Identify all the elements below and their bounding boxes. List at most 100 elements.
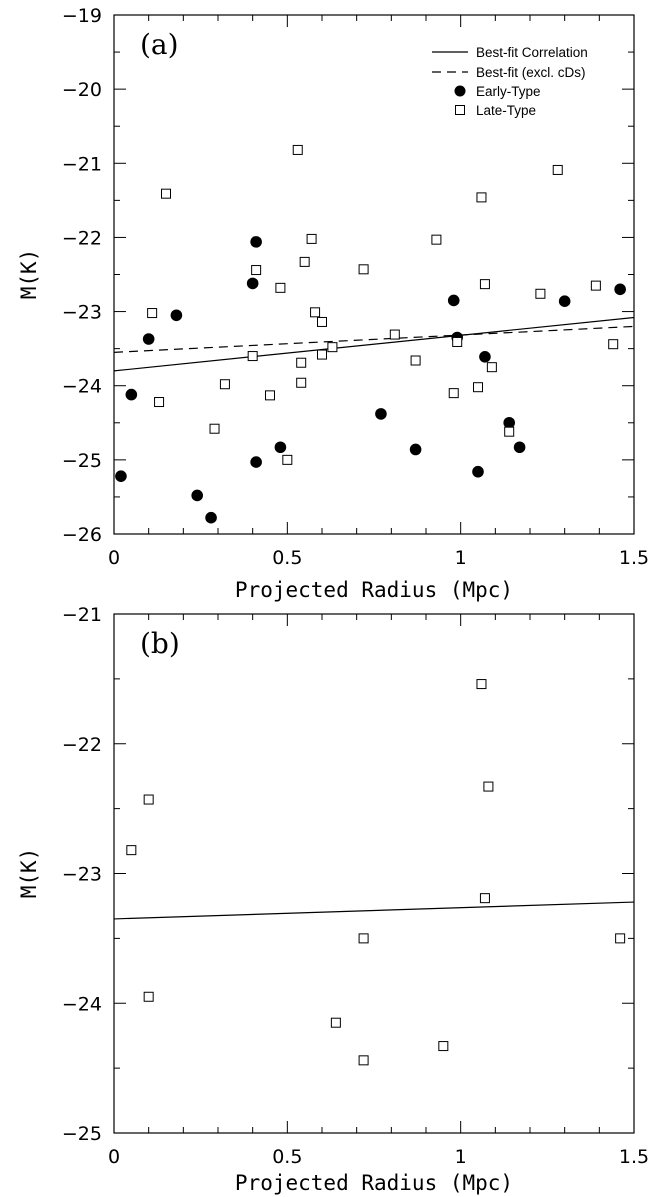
legend-entry-early-type: Early-Type <box>476 84 541 99</box>
panel-a-y-tick-labels: −19 −20 −21 −22 −23 −24 −25 −26 <box>62 5 102 546</box>
panel-a-label: (a) <box>140 28 179 61</box>
panel-b-y-axis-title: M(K) <box>17 848 41 899</box>
late-type-point <box>296 377 307 388</box>
early-type-point <box>479 350 491 363</box>
late-type-point <box>161 188 171 199</box>
panel-a-x-tick-label: 1 <box>455 547 467 569</box>
panel-a-ticks <box>113 14 635 535</box>
panel-b-frame <box>113 613 635 1134</box>
panel-b-ticks <box>113 613 635 1134</box>
panel-b-x-tick-labels: 0 0.5 1 1.5 <box>108 1146 649 1168</box>
panel-b-y-tick-label: −23 <box>62 864 102 886</box>
late-type-point <box>358 1055 369 1066</box>
panel-b-y-tick-labels: −21 −22 −23 −24 −25 <box>62 604 102 1145</box>
panel-b-x-tick-label: 0 <box>108 1146 120 1168</box>
late-type-point <box>292 144 303 155</box>
late-type-point <box>126 845 137 856</box>
late-type-point <box>317 349 327 360</box>
late-type-point <box>251 265 262 276</box>
panel-b-x-axis-title: Projected Radius (Mpc) <box>235 1171 513 1195</box>
panel-b-x-tick-label: 0.5 <box>272 1146 302 1168</box>
late-type-point <box>479 893 490 904</box>
early-type-point <box>513 441 526 454</box>
late-type-point <box>282 454 293 465</box>
late-type-point <box>143 794 154 805</box>
panel-b: (b) Projected Radius (Mpc) M(K) 0 0.5 1 … <box>17 604 649 1195</box>
late-type-point <box>389 329 400 340</box>
panel-a-y-tick-label: −23 <box>62 302 102 324</box>
panel-a-y-tick-label: −21 <box>62 153 102 175</box>
late-type-point <box>275 282 286 293</box>
late-type-point <box>476 679 487 690</box>
panel-a-y-tick-label: −19 <box>62 5 102 27</box>
early-type-point <box>205 511 217 524</box>
late-type-point <box>147 308 158 319</box>
panel-a-y-tick-label: −26 <box>62 524 102 546</box>
panel-a-x-tick-label: 0 <box>108 547 120 569</box>
best-fit-correlation-line <box>113 316 635 372</box>
early-type-point <box>558 295 571 307</box>
early-type-point <box>614 283 626 296</box>
panel-b-x-tick-label: 1.5 <box>619 1146 649 1168</box>
panel-a-y-tick-label: −22 <box>62 227 102 249</box>
late-type-point <box>615 933 626 944</box>
panel-b-y-tick-label: −25 <box>62 1123 102 1145</box>
late-type-point <box>431 234 442 245</box>
late-type-point <box>219 379 230 390</box>
panel-a-y-tick-label: −20 <box>62 79 102 101</box>
early-type-point <box>191 489 203 502</box>
early-type-point <box>503 416 515 429</box>
late-type-point <box>476 192 487 203</box>
best-fit-excl-cds-line <box>113 325 635 353</box>
panel-b-y-tick-label: −21 <box>62 604 102 626</box>
late-type-point <box>448 388 459 399</box>
panel-a-frame <box>113 14 635 535</box>
late-type-point <box>358 933 369 944</box>
legend: Best-fit Correlation Best-fit (excl. cDs… <box>432 45 588 118</box>
late-type-point <box>486 362 497 373</box>
late-type-point <box>410 355 421 366</box>
panel-a-y-axis-title: M(K) <box>17 249 41 300</box>
late-type-point <box>608 339 619 350</box>
early-type-point <box>170 309 183 322</box>
late-type-point <box>483 781 494 792</box>
early-type-point <box>246 277 259 290</box>
early-type-point <box>250 236 262 248</box>
panel-b-points <box>126 679 626 1066</box>
panel-b-x-tick-label: 1 <box>455 1146 467 1168</box>
early-type-point <box>375 408 387 420</box>
late-type-point <box>299 256 310 267</box>
early-type-point <box>472 465 484 478</box>
late-type-point <box>330 1017 341 1028</box>
early-type-point <box>250 456 262 468</box>
late-type-point <box>154 397 165 408</box>
legend-entry-best-fit-correlation: Best-fit Correlation <box>476 45 588 60</box>
late-type-point <box>590 280 601 291</box>
panel-b-y-tick-label: −22 <box>62 734 102 756</box>
legend-entry-late-type: Late-Type <box>476 103 536 118</box>
late-type-point <box>327 342 338 353</box>
legend-late-type-marker <box>455 105 465 115</box>
panel-a: (a) Projected Radius (Mpc) M(K) 0 0.5 1 … <box>17 5 649 602</box>
panel-a-x-tick-label: 0.5 <box>272 547 302 569</box>
early-type-point <box>125 388 138 401</box>
late-type-point <box>479 279 490 290</box>
late-type-point <box>452 336 463 347</box>
panel-a-y-tick-label: −25 <box>62 450 102 472</box>
panel-a-x-axis-title: Projected Radius (Mpc) <box>235 578 513 602</box>
late-type-point <box>296 357 307 368</box>
late-type-point <box>317 316 327 327</box>
early-type-point <box>409 443 422 456</box>
late-type-point <box>504 426 515 437</box>
panel-b-label: (b) <box>140 627 180 660</box>
early-type-point <box>447 294 460 307</box>
late-type-point <box>209 423 220 434</box>
late-type-point <box>247 351 258 362</box>
late-type-point <box>535 288 546 299</box>
late-type-point <box>265 390 275 401</box>
late-type-point <box>310 307 321 318</box>
late-type-point <box>438 1041 449 1052</box>
panel-b-fit-line <box>113 901 635 920</box>
panel-a-x-tick-label: 1.5 <box>619 547 649 569</box>
panel-a-points <box>115 144 626 524</box>
